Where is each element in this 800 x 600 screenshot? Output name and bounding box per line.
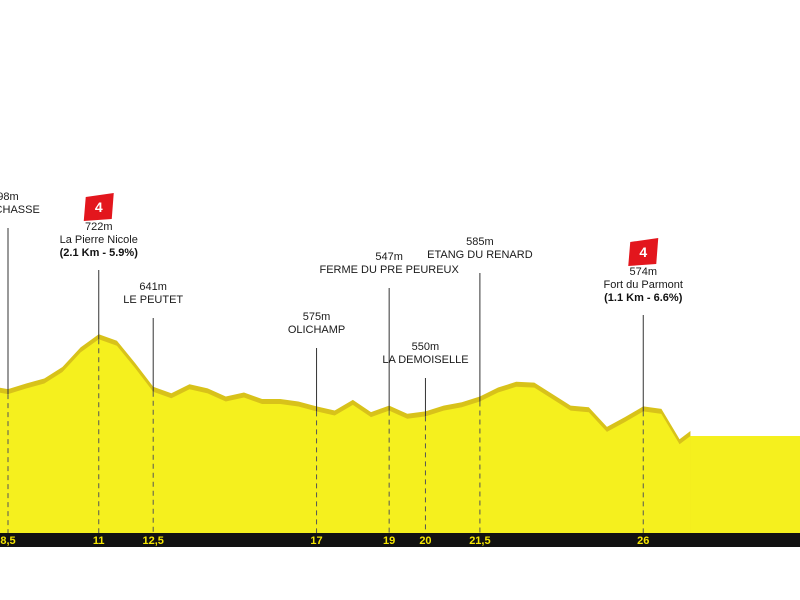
km-tick-label: 11 bbox=[93, 535, 105, 547]
km-tick-label: 8,5 bbox=[0, 535, 15, 547]
poi-name: OLICHAMP bbox=[288, 324, 345, 336]
km-tick-label: 12,5 bbox=[142, 535, 163, 547]
badge-category-number: 4 bbox=[639, 244, 647, 260]
climb-category-badge: 4 bbox=[83, 193, 114, 221]
poi-name: ETANG DU RENARD bbox=[427, 249, 533, 261]
profile-area bbox=[0, 339, 691, 533]
poi-name: DE CHASSE bbox=[0, 204, 40, 216]
climb-category-badge: 4 bbox=[628, 238, 659, 266]
km-tick-label: 20 bbox=[419, 535, 431, 547]
poi-name: LE PEUTET bbox=[123, 294, 183, 306]
poi-altitude: 574m bbox=[629, 266, 657, 278]
badge-shape bbox=[83, 193, 114, 221]
badge-shape bbox=[628, 238, 659, 266]
km-tick-label: 19 bbox=[383, 535, 395, 547]
poi-altitude: 547m bbox=[375, 251, 403, 263]
poi-name: FERME DU PRE PEUREUX bbox=[319, 264, 459, 276]
km-tick-label: 17 bbox=[310, 535, 322, 547]
poi-name: LA DEMOISELLE bbox=[382, 354, 468, 366]
poi-name: Fort du Parmont bbox=[604, 279, 683, 291]
badge-category-number: 4 bbox=[95, 199, 103, 215]
poi-climb-stats: (1.1 Km - 6.6%) bbox=[604, 292, 683, 304]
poi-altitude: 575m bbox=[303, 311, 331, 323]
poi-altitude: 722m bbox=[85, 221, 113, 233]
poi-altitude: 98m bbox=[0, 191, 19, 203]
km-tick-label: 21,5 bbox=[469, 535, 490, 547]
km-tick-label: 26 bbox=[637, 535, 649, 547]
poi-name: La Pierre Nicole bbox=[60, 234, 138, 246]
km-axis-bar bbox=[0, 533, 800, 547]
poi-altitude: 641m bbox=[139, 281, 167, 293]
poi-climb-stats: (2.1 Km - 5.9%) bbox=[60, 247, 139, 259]
poi-altitude: 550m bbox=[412, 341, 440, 353]
poi-altitude: 585m bbox=[466, 236, 494, 248]
profile-area-tail bbox=[690, 436, 800, 533]
